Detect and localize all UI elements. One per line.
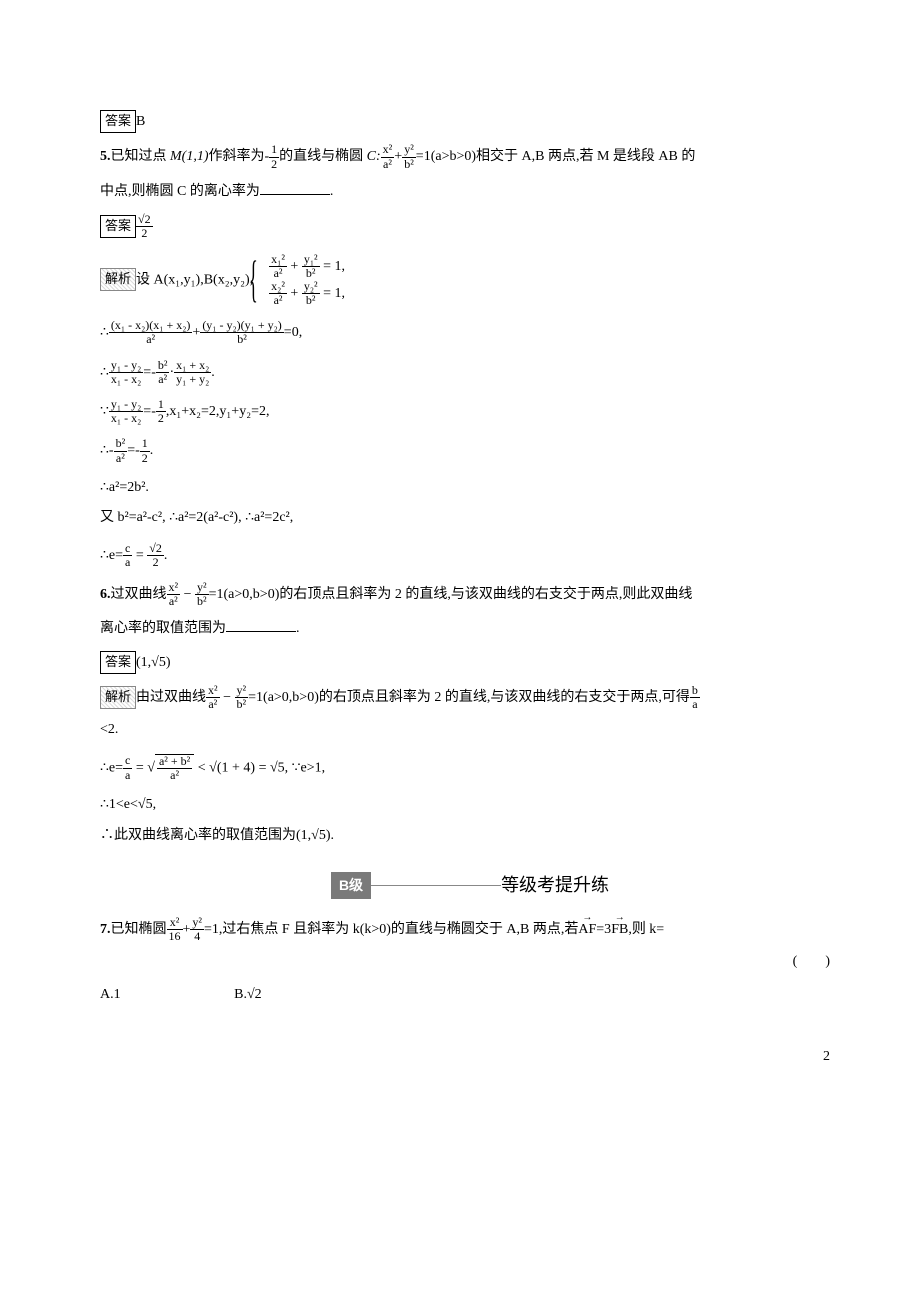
q5-answer-row: 答案√22	[100, 213, 840, 240]
q7-text: 7.已知椭圆x²16+y²4=1,过右焦点 F 且斜率为 k(k>0)的直线与椭…	[100, 916, 840, 943]
q5-analysis-a: 设 A(x₁,y₁),B(x₂,y₂),	[136, 272, 253, 287]
q5-prefix: 5.	[100, 149, 111, 164]
b-level-badge: B级	[331, 872, 371, 898]
q7-options: A.1 B.√2	[100, 984, 840, 1006]
vector-fb: FB	[611, 919, 628, 941]
q7-paren-row: ( )	[100, 951, 840, 973]
q5-analysis-start: 解析设 A(x₁,y₁),B(x₂,y₂), x₁²a² + y₁²b² = 1…	[100, 253, 840, 308]
q5-text-a: 已知过点	[111, 149, 171, 164]
q5-step2: ∴y₁ - y₂x₁ - x₂=-b²a²·x₁ + x₂y₁ + y₂.	[100, 359, 840, 386]
q6-analysis: 解析由过双曲线x²a² − y²b²=1(a>0,b>0)的右顶点且斜率为 2 …	[100, 684, 840, 711]
q6-prefix: 6.	[100, 587, 111, 602]
q5-text-e: 中点,则椭圆 C 的离心率为	[100, 184, 260, 199]
q5-slope-frac: 12	[269, 143, 279, 170]
q6-answer-row: 答案(1,√5)	[100, 651, 840, 674]
q5-eq-y: y²b²	[402, 143, 416, 170]
q5-eq-rhs: =1(a>b>0)	[416, 149, 476, 164]
blank-fill	[260, 179, 330, 195]
q5-step3: ∵y₁ - y₂x₁ - x₂=-12,x₁+x₂=2,y₁+y₂=2,	[100, 398, 840, 425]
page-number: 2	[100, 1046, 830, 1068]
blank-fill	[226, 616, 296, 632]
q4-answer-row: 答案B	[100, 110, 840, 133]
q6-step3: ∴此双曲线离心率的取值范围为(1,√5).	[100, 825, 840, 847]
q5-step5: ∴a²=2b².	[100, 477, 840, 499]
q6-text: 6.过双曲线x²a² − y²b²=1(a>0,b>0)的右顶点且斜率为 2 的…	[100, 581, 840, 608]
q5-text: 5.已知过点 M(1,1)作斜率为-12的直线与椭圆 C:x²a²+y²b²=1…	[100, 143, 840, 170]
analysis-label: 解析	[100, 268, 136, 291]
q6-step2: ∴1<e<√5,	[100, 794, 840, 816]
q5-step6: 又 b²=a²-c², ∴a²=2(a²-c²), ∴a²=2c²,	[100, 507, 840, 529]
choice-paren: ( )	[793, 951, 830, 973]
q5-step1: ∴(x₁ - x₂)(x₁ + x₂)a²+(y₁ - y₂)(y₁ + y₂)…	[100, 319, 840, 346]
answer-label: 答案	[100, 215, 136, 238]
q5-text-b: 作斜率为-	[209, 149, 270, 164]
q4-answer-value: B	[136, 114, 145, 129]
analysis-label: 解析	[100, 686, 136, 709]
header-divider	[371, 885, 501, 886]
vector-af: AF	[578, 919, 596, 941]
answer-label: 答案	[100, 651, 136, 674]
q7-prefix: 7.	[100, 922, 111, 937]
q5-text-line2: 中点,则椭圆 C 的离心率为.	[100, 179, 840, 203]
q5-answer-frac: √22	[136, 213, 153, 240]
q5-eq-x: x²a²	[381, 143, 395, 170]
q5-point-m: M(1,1)	[170, 149, 209, 164]
q6-lt2: <2.	[100, 719, 840, 741]
equation-system: x₁²a² + y₁²b² = 1, x₂²a² + y₂²b² = 1,	[253, 253, 345, 308]
q5-text-c: 的直线与椭圆	[279, 149, 367, 164]
q7-option-a: A.1	[100, 984, 121, 1006]
q5-text-d: 相交于 A,B 两点,若 M 是线段 AB 的	[476, 149, 695, 164]
q6-answer-value: (1,√5)	[136, 655, 171, 670]
answer-label: 答案	[100, 110, 136, 133]
q5-curve-c: C:	[367, 149, 381, 164]
q5-step4: ∴-b²a²=-12.	[100, 437, 840, 464]
q7-option-b: B.√2	[234, 984, 262, 1006]
section-b-header: B级 等级考提升练	[100, 871, 840, 900]
q6-step1: ∴e=ca = √a² + b²a² < √(1 + 4) = √5, ∵e>1…	[100, 754, 840, 782]
section-b-title: 等级考提升练	[501, 871, 609, 900]
q5-step7: ∴e=ca = √22.	[100, 542, 840, 569]
q6-text-line2: 离心率的取值范围为.	[100, 616, 840, 640]
